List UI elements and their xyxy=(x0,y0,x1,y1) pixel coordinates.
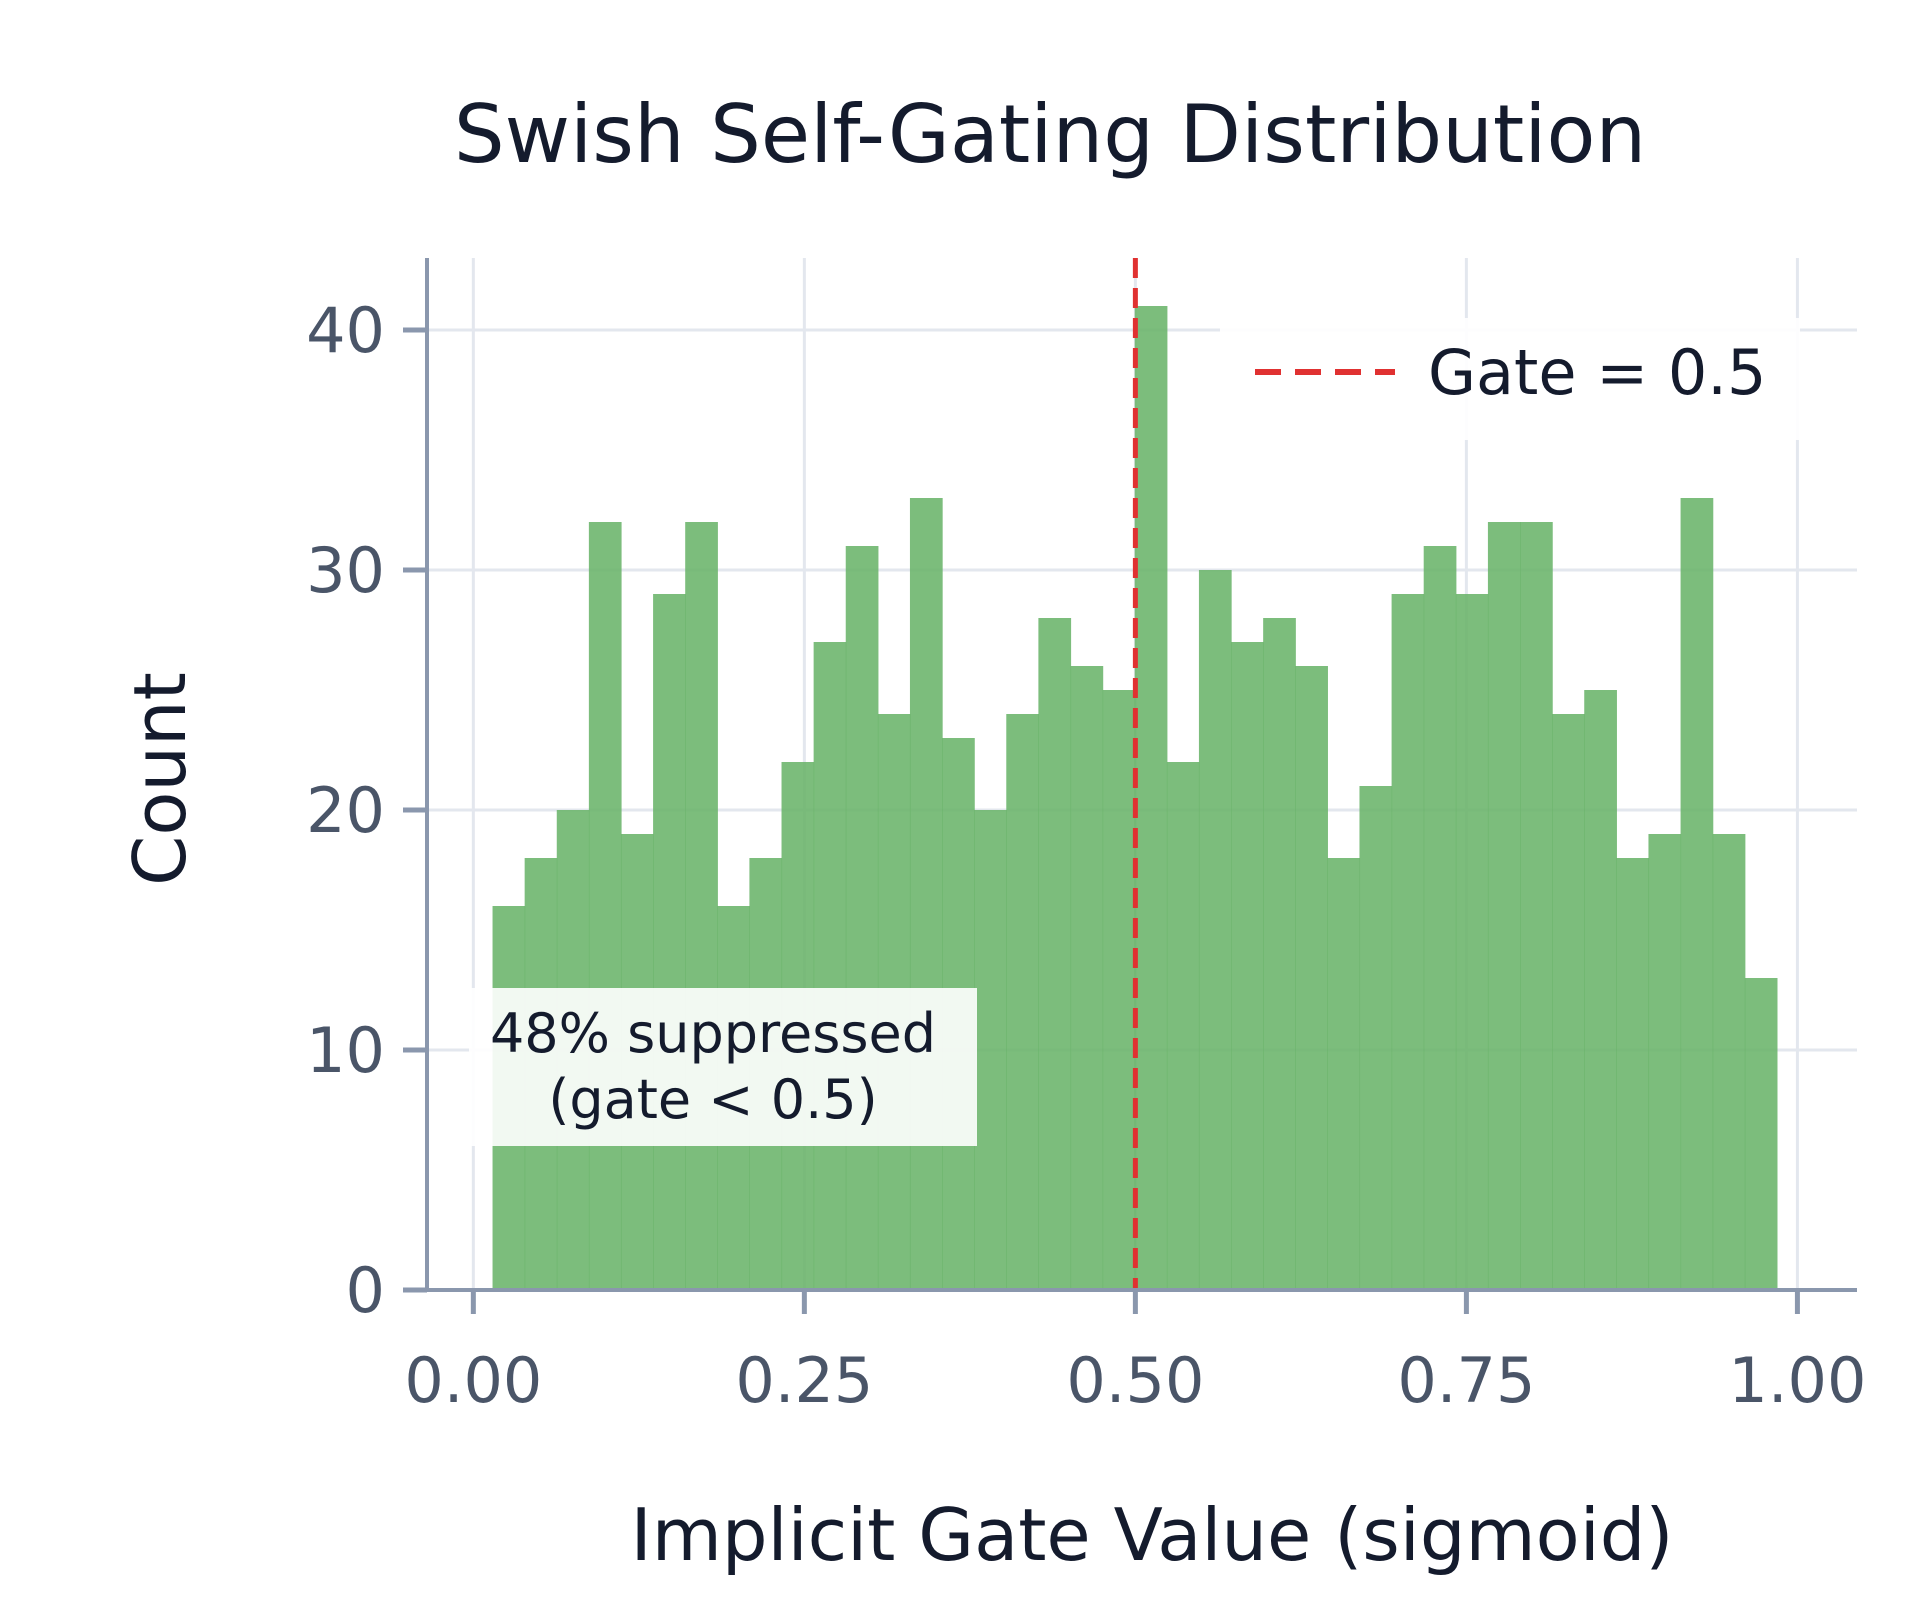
y-tick-label: 0 xyxy=(346,1254,385,1327)
x-axis-label: Implicit Gate Value (sigmoid) xyxy=(630,1493,1673,1577)
y-tick-label: 10 xyxy=(306,1014,385,1087)
histogram-bar xyxy=(685,522,718,1290)
annotation-line-1: 48% suppressed xyxy=(490,1002,936,1065)
chart-title: Swish Self-Gating Distribution xyxy=(454,88,1646,181)
y-tick-label: 30 xyxy=(306,534,385,607)
histogram-bar xyxy=(1038,618,1072,1290)
histogram-bar xyxy=(1391,594,1425,1290)
histogram-bars xyxy=(492,306,1778,1290)
histogram-bar xyxy=(974,810,1007,1290)
histogram-bar xyxy=(1744,978,1778,1290)
histogram-bar xyxy=(1648,834,1682,1290)
histogram-bar xyxy=(1359,786,1393,1290)
histogram-bar xyxy=(1295,666,1328,1290)
histogram-bar xyxy=(1455,594,1489,1290)
histogram-bar xyxy=(1102,690,1136,1290)
histogram-bar xyxy=(813,642,847,1290)
histogram-bar xyxy=(1552,714,1585,1290)
y-tick-label: 20 xyxy=(306,774,385,847)
y-tick-label: 40 xyxy=(306,294,385,367)
x-tick-label: 0.50 xyxy=(1066,1344,1204,1417)
histogram-bar xyxy=(1680,498,1714,1290)
histogram-bar xyxy=(1616,858,1650,1290)
x-tick-label: 0.00 xyxy=(404,1344,542,1417)
histogram-bar xyxy=(1263,618,1296,1290)
histogram-bar xyxy=(1006,714,1039,1290)
histogram-bar xyxy=(1584,690,1617,1290)
histogram-bar xyxy=(1231,642,1264,1290)
x-tick-label: 1.00 xyxy=(1728,1344,1866,1417)
histogram-bar xyxy=(1712,834,1746,1290)
histogram-bar xyxy=(1520,522,1553,1290)
histogram-bar xyxy=(653,594,686,1290)
histogram-bar xyxy=(588,522,622,1290)
x-tick-label: 0.25 xyxy=(735,1344,873,1417)
annotation-line-2: (gate < 0.5) xyxy=(548,1068,877,1131)
x-tick-label: 0.75 xyxy=(1397,1344,1535,1417)
histogram-bar xyxy=(1166,762,1200,1290)
y-axis-label: Count xyxy=(118,672,202,886)
histogram-bar xyxy=(1070,666,1104,1290)
histogram-bar xyxy=(845,546,879,1290)
annotation: 48% suppressed (gate < 0.5) xyxy=(469,988,977,1146)
histogram-bar xyxy=(1487,522,1521,1290)
histogram-bar xyxy=(1423,546,1457,1290)
histogram-bar xyxy=(1327,858,1361,1290)
legend: Gate = 0.5 xyxy=(1220,318,1800,440)
axes xyxy=(403,258,1857,1314)
legend-box xyxy=(1220,318,1800,440)
histogram-bar xyxy=(1198,570,1232,1290)
legend-label: Gate = 0.5 xyxy=(1428,336,1766,409)
histogram-bar xyxy=(909,498,943,1290)
annotation-box xyxy=(469,988,977,1146)
histogram-bar xyxy=(1134,306,1168,1290)
tick-labels: 0 10 20 30 40 0.00 0.25 0.50 0.75 1.00 xyxy=(306,294,1866,1417)
